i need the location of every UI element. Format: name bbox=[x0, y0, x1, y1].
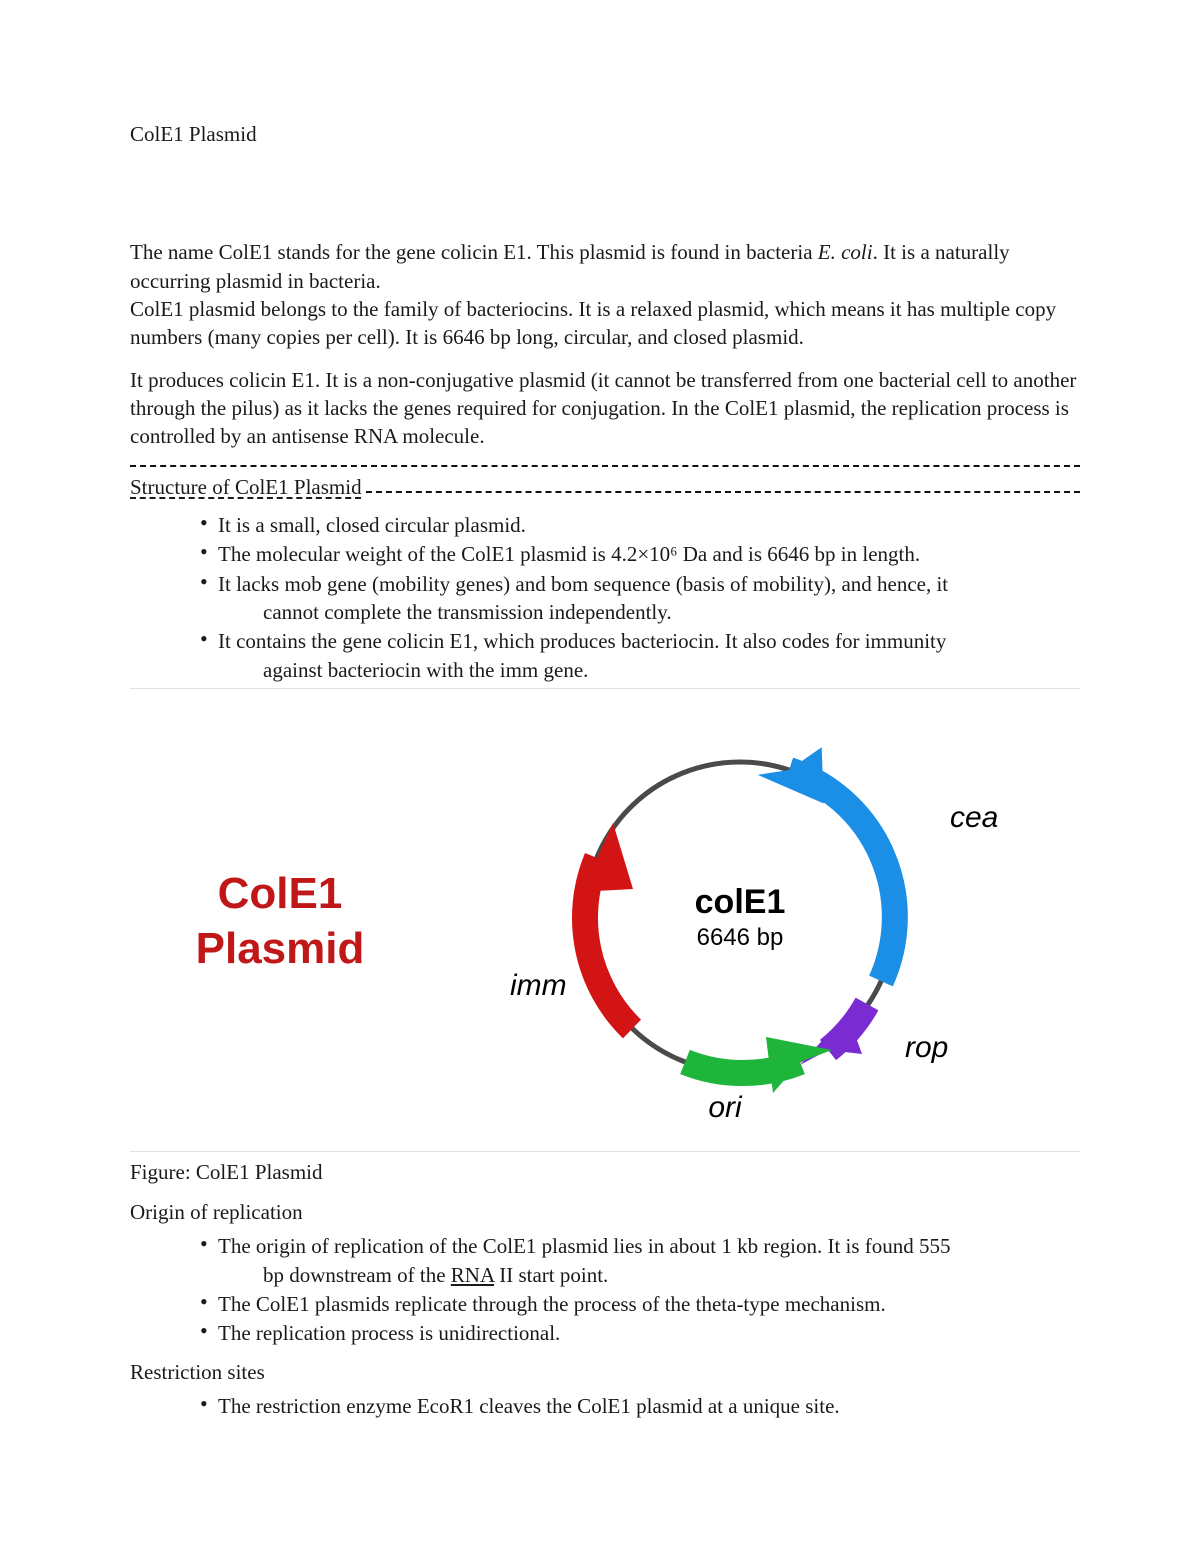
list-item: The restriction enzyme EcoR1 cleaves the… bbox=[200, 1392, 1080, 1420]
bullet-text: The molecular weight of the ColE1 plasmi… bbox=[218, 542, 920, 566]
document-page: ColE1 Plasmid The name ColE1 stands for … bbox=[0, 0, 1200, 1502]
bullet-text-underline: RNA bbox=[451, 1263, 494, 1287]
structure-bullet-list: It is a small, closed circular plasmid. … bbox=[130, 511, 1080, 684]
list-item: The ColE1 plasmids replicate through the… bbox=[200, 1290, 1080, 1318]
list-item: It lacks mob gene (mobility genes) and b… bbox=[200, 570, 1080, 627]
gene-arrowhead-cea bbox=[756, 743, 828, 804]
plasmid-svg: colE1 6646 bp cea rop ori imm bbox=[440, 697, 1060, 1137]
bullet-text-cont: cannot complete the transmission indepen… bbox=[218, 598, 1080, 626]
restriction-heading: Restriction sites bbox=[130, 1358, 1080, 1386]
gene-arc-cea bbox=[789, 770, 895, 981]
bullet-text: The replication process is unidirectiona… bbox=[218, 1321, 560, 1345]
thin-rule bbox=[130, 1151, 1080, 1152]
list-item: The molecular weight of the ColE1 plasmi… bbox=[200, 540, 1080, 568]
bullet-text-cont: bp downstream of the RNA II start point. bbox=[218, 1261, 1080, 1289]
origin-heading: Origin of replication bbox=[130, 1198, 1080, 1226]
plasmid-center-bp: 6646 bp bbox=[697, 924, 784, 951]
structure-heading-row: Structure of ColE1 Plasmid bbox=[130, 467, 1080, 505]
plasmid-center-name: colE1 bbox=[695, 883, 786, 921]
origin-bullet-list: The origin of replication of the ColE1 p… bbox=[130, 1232, 1080, 1347]
gene-label-imm: imm bbox=[510, 969, 567, 1002]
bullet-text: It lacks mob gene (mobility genes) and b… bbox=[218, 572, 948, 596]
figure-caption: Figure: ColE1 Plasmid bbox=[130, 1158, 1080, 1186]
bullet-text: It contains the gene colicin E1, which p… bbox=[218, 629, 946, 653]
page-title: ColE1 Plasmid bbox=[130, 120, 1080, 148]
intro-text-1c: ColE1 plasmid belongs to the family of b… bbox=[130, 297, 1056, 349]
bullet-text: The ColE1 plasmids replicate through the… bbox=[218, 1292, 886, 1316]
figure-side-title-l1: ColE1 bbox=[218, 869, 343, 918]
gene-label-ori: ori bbox=[708, 1091, 743, 1124]
bullet-text: The origin of replication of the ColE1 p… bbox=[218, 1234, 951, 1258]
figure-side-title-l2: Plasmid bbox=[196, 924, 365, 973]
bullet-text-pre: bp downstream of the bbox=[263, 1263, 451, 1287]
bullet-text-cont: against bacteriocin with the imm gene. bbox=[218, 656, 1080, 684]
intro-text-1a: The name ColE1 stands for the gene colic… bbox=[130, 240, 818, 264]
list-item: It contains the gene colicin E1, which p… bbox=[200, 627, 1080, 684]
restriction-bullet-list: The restriction enzyme EcoR1 cleaves the… bbox=[130, 1392, 1080, 1420]
plasmid-diagram: colE1 6646 bp cea rop ori imm bbox=[440, 697, 1080, 1144]
figure-wrapper: ColE1 Plasmid colE1 bbox=[130, 697, 1080, 1144]
thin-rule bbox=[130, 688, 1080, 689]
list-item: The replication process is unidirectiona… bbox=[200, 1319, 1080, 1347]
bullet-text: It is a small, closed circular plasmid. bbox=[218, 513, 526, 537]
list-item: It is a small, closed circular plasmid. bbox=[200, 511, 1080, 539]
gene-label-cea: cea bbox=[950, 801, 998, 834]
dashed-fill bbox=[366, 491, 1080, 493]
intro-paragraph-2: It produces colicin E1. It is a non-conj… bbox=[130, 366, 1080, 451]
list-item: The origin of replication of the ColE1 p… bbox=[200, 1232, 1080, 1289]
bullet-text: The restriction enzyme EcoR1 cleaves the… bbox=[218, 1394, 840, 1418]
intro-text-1-em: E. coli bbox=[818, 240, 873, 264]
figure-side-title: ColE1 Plasmid bbox=[130, 866, 430, 976]
intro-paragraph-1: The name ColE1 stands for the gene colic… bbox=[130, 238, 1080, 351]
bullet-text-post: II start point. bbox=[494, 1263, 608, 1287]
structure-heading: Structure of ColE1 Plasmid bbox=[130, 473, 362, 501]
gene-label-rop: rop bbox=[905, 1031, 948, 1064]
